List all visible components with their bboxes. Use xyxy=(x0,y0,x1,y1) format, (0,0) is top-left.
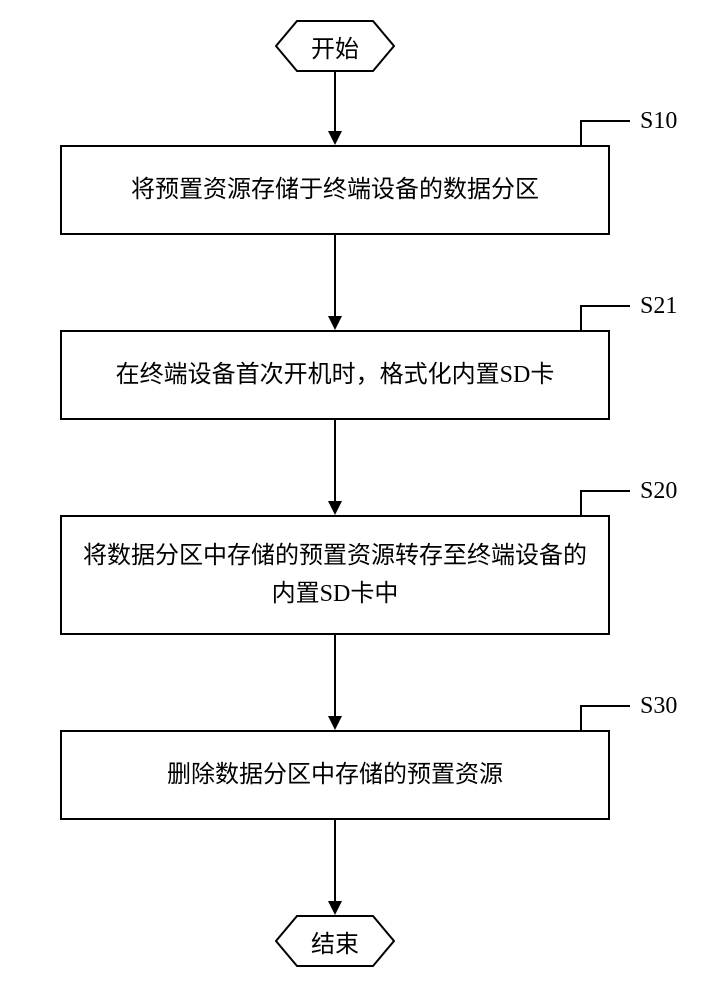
node-s30: 删除数据分区中存储的预置资源 xyxy=(60,730,610,820)
flowchart-canvas: 开始 将预置资源存储于终端设备的数据分区 在终端设备首次开机时，格式化内置SD卡… xyxy=(0,0,710,1000)
callout-s21-v xyxy=(580,305,582,330)
edge-start-s10 xyxy=(334,72,336,131)
callout-s21-h xyxy=(580,305,630,307)
edge-s30-end xyxy=(334,820,336,901)
callout-s20-h xyxy=(580,490,630,492)
node-end: 结束 xyxy=(275,915,395,967)
node-s10-text: 将预置资源存储于终端设备的数据分区 xyxy=(131,171,539,209)
callout-s30-h xyxy=(580,705,630,707)
node-s30-text: 删除数据分区中存储的预置资源 xyxy=(167,756,503,794)
arrowhead-icon xyxy=(328,901,342,915)
node-s20: 将数据分区中存储的预置资源转存至终端设备的内置SD卡中 xyxy=(60,515,610,635)
callout-s10-h xyxy=(580,120,630,122)
label-s30: S30 xyxy=(640,693,677,720)
node-s20-text: 将数据分区中存储的预置资源转存至终端设备的内置SD卡中 xyxy=(78,537,592,614)
label-s21: S21 xyxy=(640,293,677,320)
callout-s20-v xyxy=(580,490,582,515)
node-start: 开始 xyxy=(275,20,395,72)
node-s21: 在终端设备首次开机时，格式化内置SD卡 xyxy=(60,330,610,420)
arrowhead-icon xyxy=(328,131,342,145)
arrowhead-icon xyxy=(328,501,342,515)
node-s21-text: 在终端设备首次开机时，格式化内置SD卡 xyxy=(116,356,555,394)
edge-s10-s21 xyxy=(334,235,336,316)
label-s10: S10 xyxy=(640,108,677,135)
edge-s20-s30 xyxy=(334,635,336,716)
label-s20: S20 xyxy=(640,478,677,505)
callout-s30-v xyxy=(580,705,582,730)
node-start-text: 开始 xyxy=(275,20,395,72)
node-s10: 将预置资源存储于终端设备的数据分区 xyxy=(60,145,610,235)
callout-s10-v xyxy=(580,120,582,145)
arrowhead-icon xyxy=(328,316,342,330)
edge-s21-s20 xyxy=(334,420,336,501)
arrowhead-icon xyxy=(328,716,342,730)
node-end-text: 结束 xyxy=(275,915,395,967)
